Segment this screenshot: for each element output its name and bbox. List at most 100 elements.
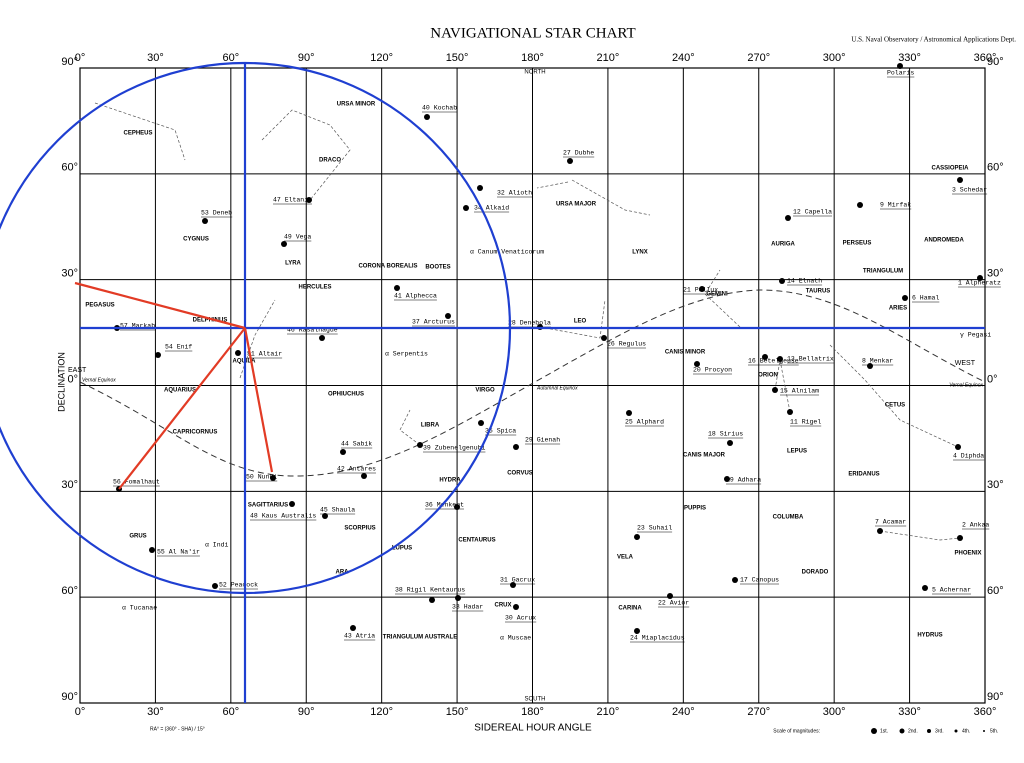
left-tick-label: 90° — [61, 56, 78, 68]
star-label: 2 Ankaa — [962, 522, 989, 529]
star-label: 27 Dubhe — [563, 150, 594, 157]
constellation-label: CARINA — [618, 606, 642, 612]
star-label: 14 Elnath — [787, 278, 822, 285]
star-label: 6 Hamal — [912, 295, 939, 302]
x-axis-title: SIDEREAL HOUR ANGLE — [474, 723, 592, 734]
star — [777, 356, 783, 362]
legend-symbol — [927, 729, 931, 733]
star-label: 44 Sabik — [341, 441, 372, 448]
title: NAVIGATIONAL STAR CHART — [430, 25, 635, 41]
overlay-red-line — [118, 327, 246, 490]
right-tick-label: 60° — [987, 585, 1004, 597]
star-label: 32 Alioth — [497, 190, 532, 197]
star — [897, 63, 903, 69]
star — [732, 577, 738, 583]
star — [955, 444, 961, 450]
star-label: 37 Arcturus — [412, 319, 455, 326]
star-label: 52 Peacock — [219, 582, 258, 589]
bottom-tick-label: 150° — [446, 706, 469, 718]
star — [513, 604, 519, 610]
star — [350, 625, 356, 631]
constellation-label: LYRA — [285, 261, 301, 267]
grid — [79, 67, 986, 704]
star-label: 24 Miaplacidus — [630, 635, 685, 642]
star-label: 38 Rigil Kentaurus — [395, 587, 465, 594]
constellation-label: PHOENIX — [954, 551, 981, 557]
star-label: 13 Bellatrix — [787, 356, 834, 363]
constellation-label: ORION — [758, 373, 778, 379]
right-tick-label: 90° — [987, 56, 1004, 68]
other-star-label: α Serpentis — [385, 351, 428, 358]
constellation-label: TAURUS — [806, 289, 831, 295]
left-tick-label: 0° — [67, 373, 78, 385]
star-label: 53 Deneb — [201, 210, 232, 217]
star-label: 1 Alpheratz — [958, 280, 1001, 287]
star — [513, 444, 519, 450]
star-label: 50 Nunki — [246, 474, 277, 481]
star — [902, 295, 908, 301]
constellation-label: CYGNUS — [183, 237, 209, 243]
star-label: 11 Rigel — [790, 419, 821, 426]
star-label: 55 Al Na'ir — [157, 549, 200, 556]
star-label: 57 Markab — [120, 323, 155, 330]
constellation-label: CEPHEUS — [123, 131, 152, 137]
star-label: 9 Mirfak — [880, 202, 911, 209]
legend-title: Scale of magnitudes: — [773, 728, 820, 734]
star — [424, 114, 430, 120]
marker-label: EAST — [68, 367, 87, 374]
bottom-tick-label: 90° — [298, 706, 315, 718]
top-tick-label: 0° — [75, 52, 86, 64]
constellation-label: GEMINI — [706, 292, 728, 298]
constellation-label: ARIES — [889, 306, 907, 312]
bottom-tick-label: 180° — [521, 706, 544, 718]
other-star-label: α Indi — [205, 542, 229, 549]
subtitle: U.S. Naval Observatory / Astronomical Ap… — [851, 36, 1016, 44]
constellation-label: DORADO — [802, 570, 829, 576]
marker-label: NORTH — [524, 70, 545, 76]
star — [429, 597, 435, 603]
star-label: 47 Eltanin — [273, 197, 312, 204]
constellation-label: URSA MINOR — [337, 102, 376, 108]
star-label: 12 Capella — [793, 209, 832, 216]
star — [772, 387, 778, 393]
other-star-label: α Tucanae — [122, 605, 157, 612]
constellation-label: CANIS MAJOR — [683, 453, 726, 459]
constellation-label: DRACO — [319, 158, 341, 164]
legend-item: 2nd. — [908, 728, 918, 734]
top-tick-label: 330° — [898, 52, 921, 64]
constellation-label: CAPRICORNUS — [173, 430, 218, 436]
top-tick-label: 150° — [446, 52, 469, 64]
star — [361, 473, 367, 479]
constellation-label: TRIANGULUM AUSTRALE — [383, 635, 457, 641]
star — [626, 410, 632, 416]
star — [724, 476, 730, 482]
star — [281, 241, 287, 247]
constellation-label: TRIANGULUM — [863, 269, 903, 275]
star — [454, 504, 460, 510]
constellation-label: ARA — [336, 570, 350, 576]
top-tick-label: 210° — [597, 52, 620, 64]
right-tick-label: 0° — [987, 373, 998, 385]
other-star-label: α Canum Venaticorum — [470, 249, 544, 256]
left-tick-label: 30° — [61, 268, 78, 280]
star — [922, 585, 928, 591]
constellation-label: CRUX — [494, 603, 511, 609]
star — [977, 275, 983, 281]
constellation-label: AQUARIUS — [164, 388, 196, 394]
bottom-tick-label: 60° — [223, 706, 240, 718]
star — [727, 440, 733, 446]
constellation-label: SAGITTARIUS — [248, 503, 288, 509]
star-label: 43 Atria — [344, 633, 375, 640]
star — [601, 335, 607, 341]
star-label: 4 Diphda — [953, 453, 984, 460]
right-tick-label: 30° — [987, 479, 1004, 491]
star-label: 16 Betelgeuse — [748, 358, 799, 365]
constellation-label: LUPUS — [392, 546, 412, 552]
constellation-label: URSA MAJOR — [556, 202, 597, 208]
star — [455, 595, 461, 601]
star — [212, 583, 218, 589]
constellation-label: GRUS — [129, 534, 146, 540]
constellation-label: CORVUS — [507, 471, 533, 477]
constellation-label: HERCULES — [298, 285, 331, 291]
